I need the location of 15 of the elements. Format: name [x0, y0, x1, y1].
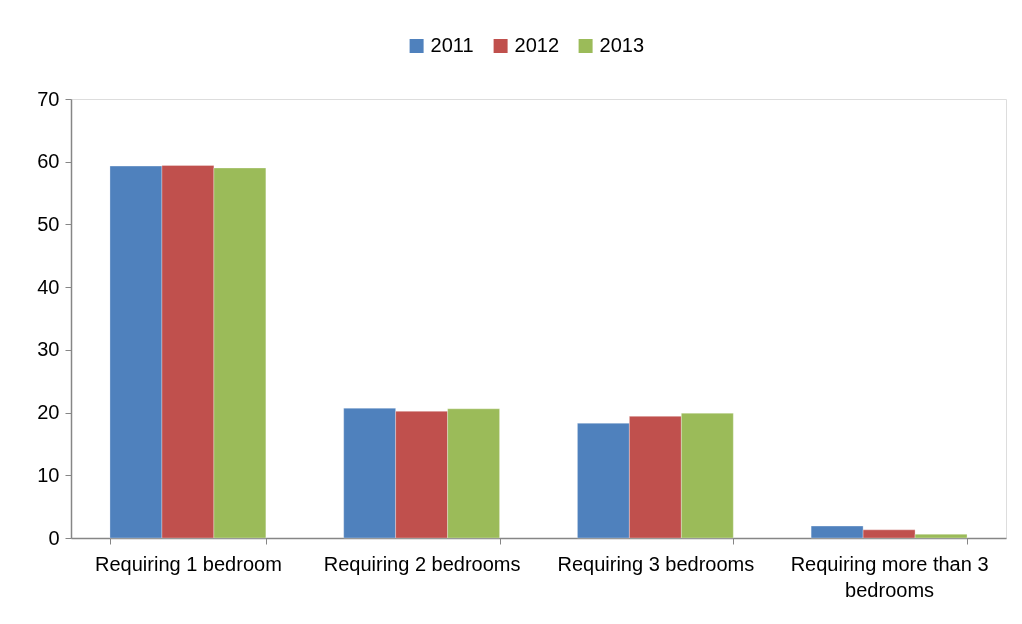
legend-label: 2011: [430, 34, 474, 56]
x-tick-label: Requiring more than 3 bedrooms: [790, 552, 989, 601]
y-tick-label: 50: [37, 212, 60, 235]
x-tick-label: Requiring 2 bedrooms: [323, 552, 521, 575]
y-tick-label: 10: [37, 463, 60, 486]
legend-label: 2013: [599, 34, 645, 56]
y-tick-label: 30: [37, 338, 60, 361]
y-tick-label: 60: [37, 150, 60, 173]
y-tick-label: 40: [37, 275, 60, 298]
y-tick-label: 20: [37, 401, 60, 424]
legend-label: 2012: [514, 34, 560, 56]
y-tick-label: 70: [37, 87, 60, 110]
x-tick-label: Requiring 3 bedrooms: [557, 552, 755, 575]
x-tick-label: Requiring 1 bedroom: [95, 552, 282, 575]
y-tick-label: 0: [48, 526, 60, 549]
